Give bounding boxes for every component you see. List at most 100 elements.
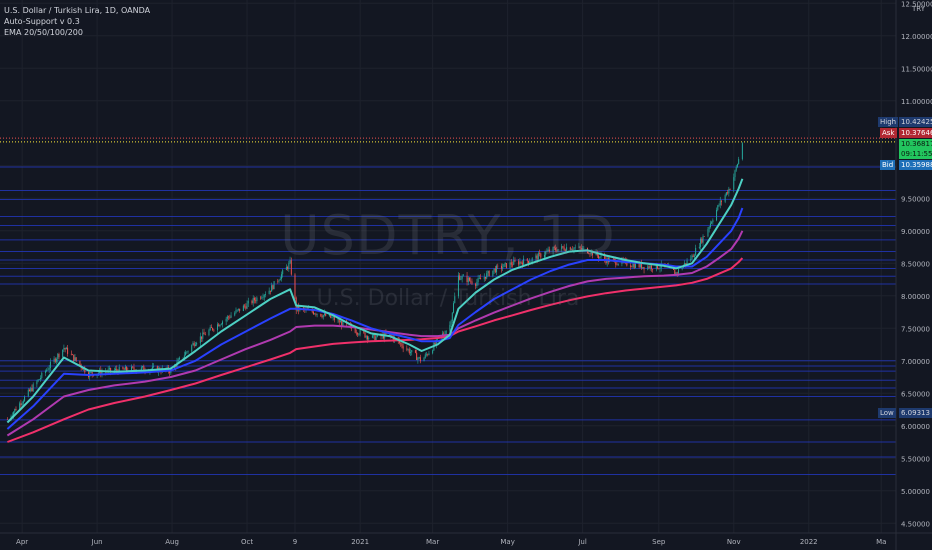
candle-body	[151, 366, 153, 370]
time-tick-label: Apr	[16, 538, 28, 546]
candle-body	[709, 223, 711, 228]
support-lines	[0, 166, 896, 475]
candle-body	[615, 259, 617, 265]
candle-body	[483, 276, 485, 280]
candle-body	[294, 274, 296, 298]
candle-body	[75, 357, 77, 361]
candle-body	[572, 249, 574, 251]
candle-body	[31, 388, 33, 392]
candle-body	[230, 315, 232, 318]
candle-body	[15, 408, 17, 411]
candle-body	[720, 200, 722, 202]
candle-body	[514, 260, 516, 262]
candle-body	[6, 419, 8, 420]
time-tick-label: Jun	[91, 538, 103, 546]
candle-body	[333, 316, 335, 321]
candle-body	[57, 354, 59, 359]
candle-body	[84, 367, 86, 373]
candle-body	[419, 357, 421, 362]
candle-body	[521, 262, 523, 265]
candle-body	[126, 366, 128, 371]
candle-body	[702, 236, 704, 243]
candle-body	[416, 352, 418, 361]
candle-body	[591, 251, 593, 256]
candle-body	[100, 369, 102, 375]
time-tick-label: 2022	[800, 538, 818, 546]
candle-body	[512, 264, 514, 266]
candle-body	[264, 294, 266, 295]
candle-body	[269, 290, 271, 292]
legend-indicator-ema[interactable]: EMA 20/50/100/200	[4, 28, 83, 37]
time-axis[interactable]: Apr Jun Aug Oct 9 2021 Mar May Jul Sep Nov 2022 Ma	[16, 538, 886, 546]
candle-body	[101, 372, 103, 375]
candle-body	[91, 372, 93, 375]
candle-body	[691, 255, 693, 259]
candle-body	[729, 189, 731, 190]
bid-value: 10.35988	[899, 160, 932, 170]
candle-body	[199, 336, 201, 343]
candle-body	[364, 332, 366, 338]
candle-body	[402, 346, 404, 349]
candle-body	[41, 372, 43, 378]
price-tick-label: 6.00000	[901, 423, 930, 431]
candle-body	[365, 336, 367, 338]
candle-body	[540, 253, 542, 258]
candle-body	[132, 366, 134, 368]
candle-body	[418, 357, 420, 359]
candle-body	[658, 268, 660, 270]
candle-body	[449, 324, 451, 331]
ema-line-ema-20	[6, 178, 744, 424]
candle-body	[616, 264, 618, 266]
candle-body	[427, 354, 429, 356]
legend-indicator-auto-support[interactable]: Auto-Support v 0.3	[4, 17, 80, 26]
candle-body	[480, 278, 482, 280]
last-price-value: 10.36817	[899, 139, 932, 149]
candle-body	[332, 316, 334, 318]
candle-body	[582, 248, 584, 250]
candle-body	[686, 260, 688, 265]
candle-body	[411, 350, 413, 353]
candle-body	[255, 300, 257, 302]
candle-body	[471, 281, 473, 284]
candle-body	[178, 357, 180, 360]
candle-body	[81, 367, 83, 370]
candle-body	[531, 258, 533, 262]
candle-body	[693, 255, 695, 258]
candle-body	[316, 313, 318, 315]
candle-body	[22, 401, 24, 404]
candle-body	[65, 347, 67, 350]
price-tick-label: 7.00000	[901, 358, 930, 366]
candle-body	[519, 261, 521, 265]
candle-body	[614, 259, 616, 260]
candle-body	[268, 290, 270, 295]
candle-body	[543, 254, 545, 258]
candle-body	[537, 253, 539, 260]
candle-body	[466, 275, 468, 283]
candle-body	[256, 297, 258, 302]
candle-body	[239, 308, 241, 311]
legend-symbol[interactable]: U.S. Dollar / Turkish Lira, 1D, OANDA	[4, 6, 151, 15]
candle-body	[186, 351, 188, 353]
time-tick-label: Aug	[165, 538, 179, 546]
candle-body	[475, 283, 477, 286]
candle-body	[271, 285, 273, 292]
candle-body	[194, 344, 196, 346]
candle-body	[711, 222, 713, 224]
time-tick-label: Sep	[652, 538, 666, 546]
candle-body	[437, 338, 439, 340]
candle-body	[225, 318, 227, 322]
candle-body	[153, 366, 155, 367]
time-tick-label: 9	[293, 538, 297, 546]
candle-body	[338, 319, 340, 323]
candle-body	[698, 246, 700, 248]
candle-body	[583, 247, 585, 249]
candle-body	[123, 368, 125, 370]
candle-body	[208, 330, 210, 336]
candle-body	[545, 251, 547, 255]
high-label: High	[878, 117, 899, 127]
candle-body	[331, 317, 333, 318]
candle-body	[553, 247, 555, 248]
candle-body	[277, 281, 279, 282]
candle-body	[469, 277, 471, 281]
